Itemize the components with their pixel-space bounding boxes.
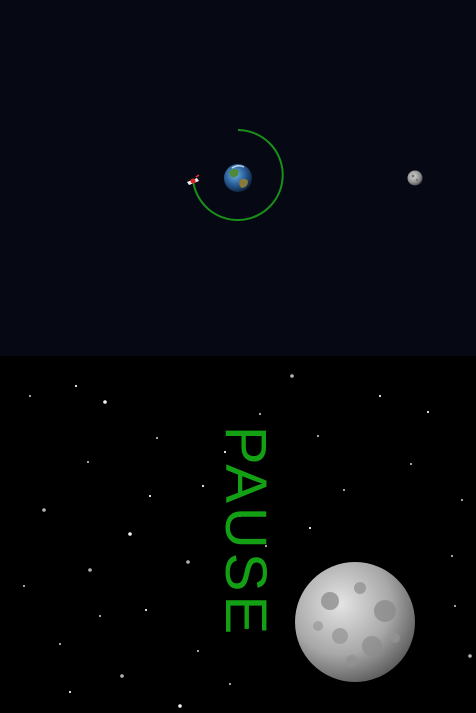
star	[426, 410, 430, 414]
star	[128, 532, 132, 536]
star	[453, 604, 457, 608]
star	[178, 704, 182, 708]
star	[42, 508, 46, 512]
star	[264, 544, 268, 548]
star	[342, 488, 346, 492]
star	[98, 614, 102, 618]
star	[186, 560, 190, 564]
large-moon-icon	[295, 562, 415, 682]
star	[223, 450, 227, 454]
star	[378, 394, 382, 398]
star	[228, 682, 232, 686]
top-screen-map	[0, 0, 476, 356]
star	[88, 568, 92, 572]
pause-status-text: PAUSE	[213, 425, 278, 639]
star	[58, 642, 62, 646]
star	[148, 494, 152, 498]
star	[103, 400, 107, 404]
star	[460, 498, 464, 502]
bottom-screen-pause	[0, 356, 476, 713]
star	[258, 412, 262, 416]
star	[468, 654, 472, 658]
star	[28, 394, 32, 398]
star	[196, 649, 200, 653]
star	[409, 462, 413, 466]
stars-layer	[22, 374, 472, 708]
star	[450, 554, 454, 558]
star	[238, 514, 242, 518]
star	[86, 460, 90, 464]
star-field	[22, 374, 472, 708]
trajectory-path	[192, 129, 284, 221]
star	[22, 584, 26, 588]
spaceship-icon	[187, 174, 200, 185]
star	[155, 436, 159, 440]
moon-icon	[407, 170, 423, 186]
star	[290, 374, 294, 378]
star	[144, 608, 148, 612]
earth-icon	[224, 164, 252, 192]
star	[201, 484, 205, 488]
star	[316, 434, 320, 438]
star	[74, 384, 78, 388]
star	[120, 674, 124, 678]
star	[308, 526, 312, 530]
star	[68, 690, 72, 694]
orbit-view	[187, 129, 423, 221]
